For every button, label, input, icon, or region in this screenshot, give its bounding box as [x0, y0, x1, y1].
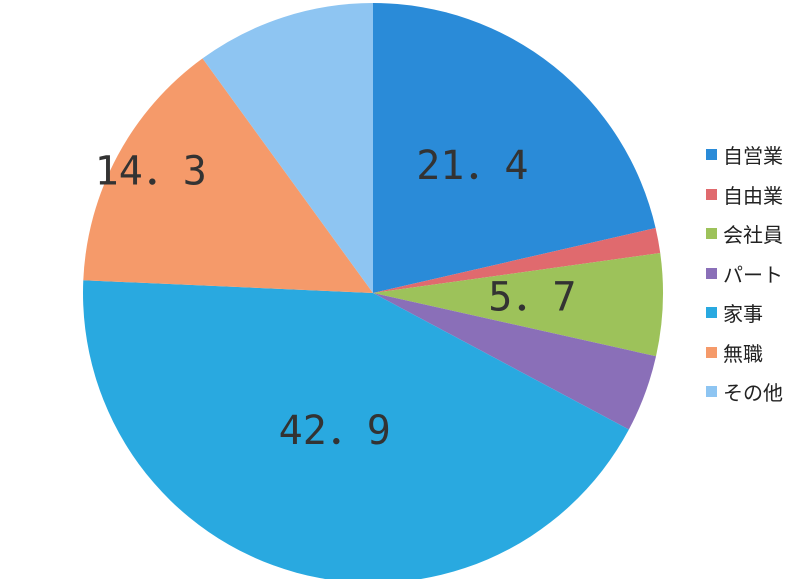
legend-swatch [706, 228, 717, 240]
legend-item-part-time: パート [706, 254, 783, 294]
legend-label: その他 [723, 381, 783, 406]
legend-swatch [706, 346, 717, 358]
legend-swatch [706, 267, 717, 279]
legend-swatch [706, 386, 717, 398]
legend-item-freelance: 自由業 [706, 175, 783, 215]
legend-swatch [706, 307, 717, 319]
legend-label: 家事 [723, 302, 763, 327]
legend-item-self-employed: 自営業 [706, 135, 783, 175]
legend-swatch [706, 149, 717, 161]
legend-label: 無職 [723, 341, 763, 366]
pie-slice-part-time [373, 293, 657, 430]
legend-item-other: その他 [706, 372, 783, 412]
legend-swatch [706, 188, 717, 200]
pie-slice-other [202, 3, 373, 293]
legend-item-housework: 家事 [706, 293, 783, 333]
data-label-company-employee: 5．7 [488, 275, 576, 321]
legend-label: 会社員 [723, 223, 783, 248]
data-label-housework: 42．9 [279, 408, 391, 454]
legend: 自営業 自由業 会社員 パート 家事 無職 その他 [706, 135, 783, 412]
legend-label: パート [723, 262, 783, 287]
legend-label: 自営業 [723, 144, 783, 169]
pie-slice-housework [83, 280, 629, 579]
legend-item-company-employee: 会社員 [706, 214, 783, 254]
pie-slice-company-employee [373, 253, 664, 357]
data-label-unemployed: 14．3 [95, 149, 207, 195]
legend-item-unemployed: 無職 [706, 333, 783, 373]
data-label-self-employed: 21．4 [416, 143, 528, 189]
legend-label: 自由業 [723, 183, 783, 208]
pie-slice-freelance [373, 227, 661, 293]
pie-slice-self-employed [373, 3, 656, 293]
pie-slice-unemployed [83, 58, 373, 293]
